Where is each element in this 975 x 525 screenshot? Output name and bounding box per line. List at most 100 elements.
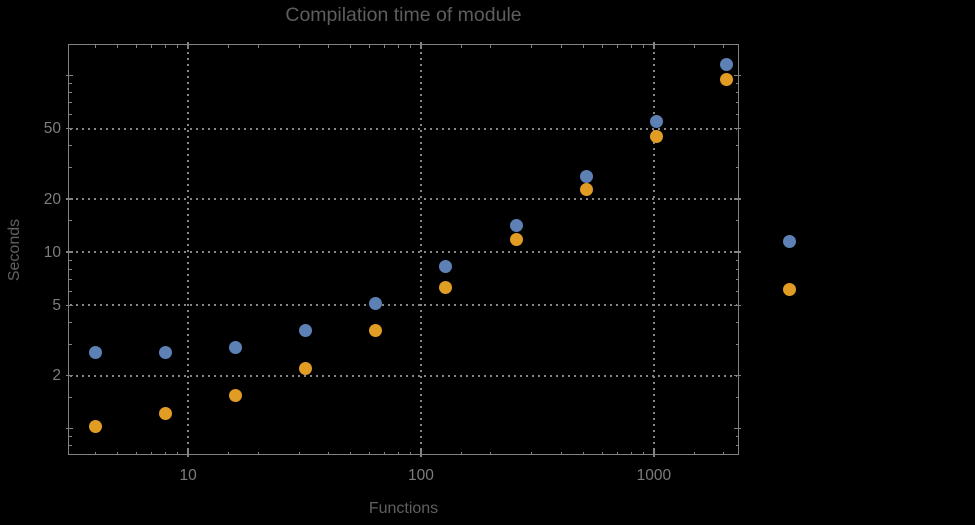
- x-minor-tick-mark: [723, 451, 725, 455]
- data-point-series-2-orange: [229, 388, 243, 402]
- y-minor-tick-mark: [735, 259, 739, 261]
- y-minor-tick-mark: [735, 321, 739, 323]
- data-point-series-1-blue: [229, 340, 243, 354]
- grid-line-horizontal: [70, 251, 737, 254]
- y-minor-tick-mark: [68, 82, 72, 84]
- x-minor-tick-mark: [560, 451, 562, 455]
- x-tick-mark: [653, 450, 655, 457]
- x-minor-tick-mark: [583, 451, 585, 455]
- y-tick-label: 2: [52, 367, 61, 385]
- x-minor-tick-mark: [228, 451, 230, 455]
- x-minor-tick-mark: [257, 44, 259, 48]
- x-tick-mark: [420, 42, 422, 49]
- x-minor-tick-mark: [228, 44, 230, 48]
- x-minor-tick-mark: [135, 451, 137, 455]
- y-tick-label: 5: [52, 296, 61, 314]
- y-tick-mark: [66, 74, 73, 77]
- x-minor-tick-mark: [490, 451, 492, 455]
- grid-line-vertical: [419, 46, 422, 453]
- y-minor-tick-mark: [68, 321, 72, 323]
- x-minor-tick-mark: [327, 44, 329, 48]
- x-minor-tick-mark: [490, 44, 492, 48]
- y-tick-label: 50: [43, 120, 61, 138]
- x-minor-tick-mark: [397, 451, 399, 455]
- grid-line-horizontal: [70, 198, 737, 201]
- x-minor-tick-mark: [531, 44, 533, 48]
- x-minor-tick-mark: [461, 451, 463, 455]
- grid-line-vertical: [652, 46, 655, 453]
- data-point-series-1-blue: [579, 169, 593, 183]
- x-minor-tick-mark: [630, 451, 632, 455]
- x-minor-tick-mark: [397, 44, 399, 48]
- y-minor-tick-mark: [68, 145, 72, 147]
- y-minor-tick-mark: [735, 82, 739, 84]
- x-minor-tick-mark: [409, 44, 411, 48]
- y-minor-tick-mark: [735, 92, 739, 93]
- x-minor-tick-mark: [151, 44, 153, 48]
- x-minor-tick-mark: [135, 44, 137, 48]
- grid-line-horizontal: [70, 127, 737, 130]
- x-minor-tick-mark: [642, 44, 644, 48]
- y-tick-mark: [66, 428, 73, 430]
- y-tick-mark: [66, 374, 73, 377]
- y-tick-mark: [66, 251, 73, 253]
- x-minor-tick-mark: [384, 451, 386, 455]
- x-minor-tick-mark: [630, 44, 632, 48]
- y-minor-tick-mark: [735, 167, 739, 169]
- data-point-series-1-blue: [299, 324, 313, 337]
- y-minor-tick-mark: [735, 436, 739, 438]
- x-minor-tick-mark: [642, 451, 644, 455]
- y-minor-tick-mark: [735, 445, 739, 447]
- x-minor-tick-mark: [601, 451, 603, 455]
- data-point-series-1-blue: [649, 114, 663, 128]
- data-point-series-1-blue: [719, 57, 733, 71]
- y-minor-tick-mark: [735, 268, 739, 270]
- x-tick-mark: [420, 450, 422, 457]
- x-minor-tick-mark: [151, 451, 153, 455]
- x-minor-tick-mark: [601, 44, 603, 48]
- x-minor-tick-mark: [298, 451, 300, 455]
- y-minor-tick-mark: [735, 343, 739, 345]
- legend-marker-series-1-blue: [782, 234, 796, 248]
- y-minor-tick-mark: [735, 396, 739, 398]
- y-minor-tick-mark: [68, 343, 72, 345]
- data-point-series-1-blue: [159, 346, 173, 360]
- y-tick-mark: [734, 251, 741, 253]
- x-minor-tick-mark: [94, 44, 96, 48]
- data-point-series-2-orange: [299, 361, 313, 375]
- y-minor-tick-mark: [68, 43, 72, 45]
- y-minor-tick-mark: [735, 145, 739, 147]
- data-point-series-2-orange: [649, 130, 663, 144]
- x-minor-tick-mark: [560, 44, 562, 48]
- x-minor-tick-mark: [694, 451, 696, 455]
- x-minor-tick-mark: [257, 451, 259, 455]
- x-minor-tick-mark: [117, 44, 119, 48]
- x-minor-tick-mark: [327, 451, 329, 455]
- y-tick-label: 10: [43, 243, 61, 261]
- x-minor-tick-mark: [384, 44, 386, 48]
- x-minor-tick-mark: [617, 451, 619, 455]
- data-point-series-2-orange: [439, 281, 453, 295]
- y-minor-tick-mark: [735, 278, 739, 280]
- y-minor-tick-mark: [735, 220, 739, 222]
- grid-line-vertical: [187, 46, 190, 453]
- x-minor-tick-mark: [617, 44, 619, 48]
- chart-title: Compilation time of module: [285, 4, 522, 26]
- x-minor-tick-mark: [583, 44, 585, 48]
- y-minor-tick-mark: [68, 445, 72, 447]
- x-minor-tick-mark: [723, 44, 725, 48]
- y-minor-tick-mark: [735, 290, 739, 292]
- data-point-series-2-orange: [369, 324, 383, 337]
- y-minor-tick-mark: [68, 290, 72, 292]
- x-tick-label: 100: [408, 467, 434, 484]
- data-point-series-2-orange: [719, 73, 733, 87]
- plot-area: [68, 44, 739, 455]
- y-tick-mark: [734, 74, 741, 77]
- data-point-series-1-blue: [369, 297, 383, 311]
- x-minor-tick-mark: [164, 44, 166, 48]
- x-minor-tick-mark: [368, 44, 370, 48]
- y-minor-tick-mark: [68, 92, 72, 93]
- y-minor-tick-mark: [735, 43, 739, 45]
- x-minor-tick-mark: [176, 44, 178, 48]
